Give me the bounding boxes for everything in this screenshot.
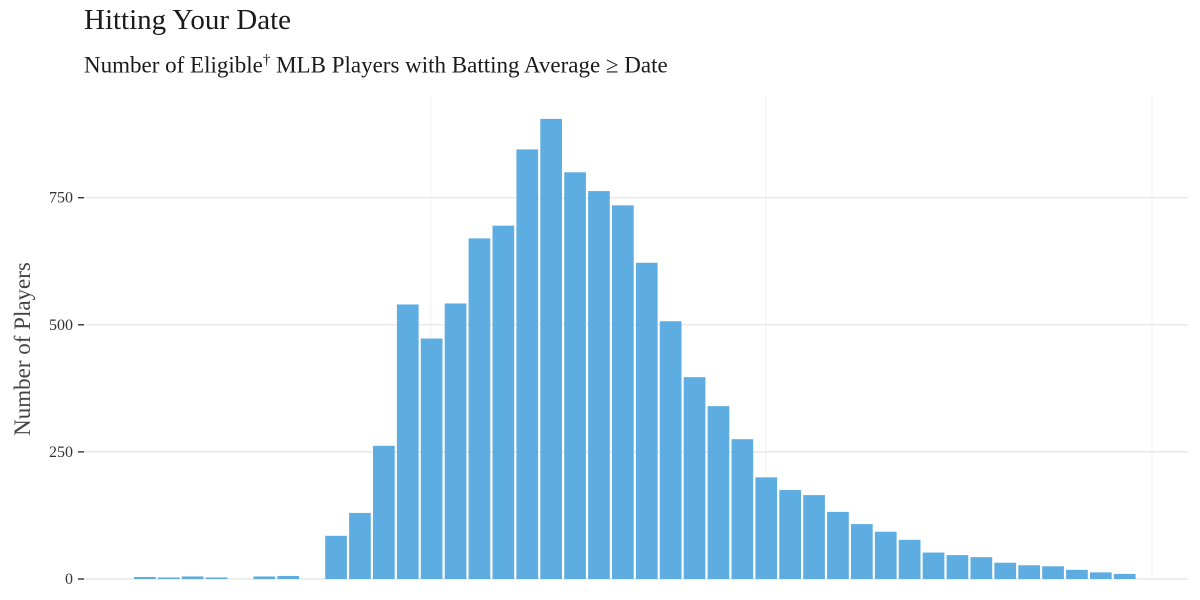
bar <box>731 439 754 579</box>
bars <box>134 118 1136 580</box>
bar <box>755 477 778 579</box>
bar <box>1018 565 1040 579</box>
bar <box>946 555 969 579</box>
bar <box>683 377 706 579</box>
bar <box>898 539 921 579</box>
bar <box>516 149 539 579</box>
y-tick-label: 750 <box>49 190 73 207</box>
bar <box>444 303 467 579</box>
y-tick-label: 0 <box>65 571 73 588</box>
bar <box>277 575 300 579</box>
y-tick-label: 250 <box>49 444 73 461</box>
bar <box>492 225 515 579</box>
y-axis-label: Number of Players <box>10 262 35 436</box>
bar <box>253 576 276 579</box>
bar <box>1042 566 1064 579</box>
subtitle-main: Number of Eligible <box>84 52 263 78</box>
bar <box>373 445 395 579</box>
bar <box>827 511 849 579</box>
bar <box>874 531 897 579</box>
bar <box>970 557 993 579</box>
y-axis: 0 250 500 750 <box>49 190 84 588</box>
bar <box>994 562 1017 579</box>
bar <box>396 304 419 579</box>
bar <box>540 118 562 580</box>
y-tick-label: 500 <box>49 317 73 334</box>
bar <box>564 172 586 579</box>
bar <box>134 576 156 579</box>
bar <box>157 577 180 579</box>
bar <box>922 552 945 579</box>
bar <box>420 338 443 579</box>
subtitle-dagger: † <box>262 52 271 68</box>
chart-subtitle: Number of Eligible† MLB Players with Bat… <box>84 52 668 79</box>
bar <box>325 535 347 579</box>
bar <box>588 191 610 579</box>
chart-title: Hitting Your Date <box>84 4 292 36</box>
bar <box>349 512 371 579</box>
bar <box>1066 569 1088 579</box>
bar <box>851 524 873 579</box>
bar <box>181 576 204 579</box>
bar <box>468 238 491 579</box>
bar <box>612 205 634 579</box>
bar <box>779 490 801 579</box>
bar <box>659 321 682 579</box>
bar <box>635 262 658 579</box>
bar <box>205 577 228 579</box>
bar <box>1113 573 1136 579</box>
bar <box>707 406 730 579</box>
bar <box>1090 572 1112 579</box>
subtitle-rest: MLB Players with Batting Average ≥ Date <box>270 52 668 78</box>
bar <box>803 495 825 579</box>
